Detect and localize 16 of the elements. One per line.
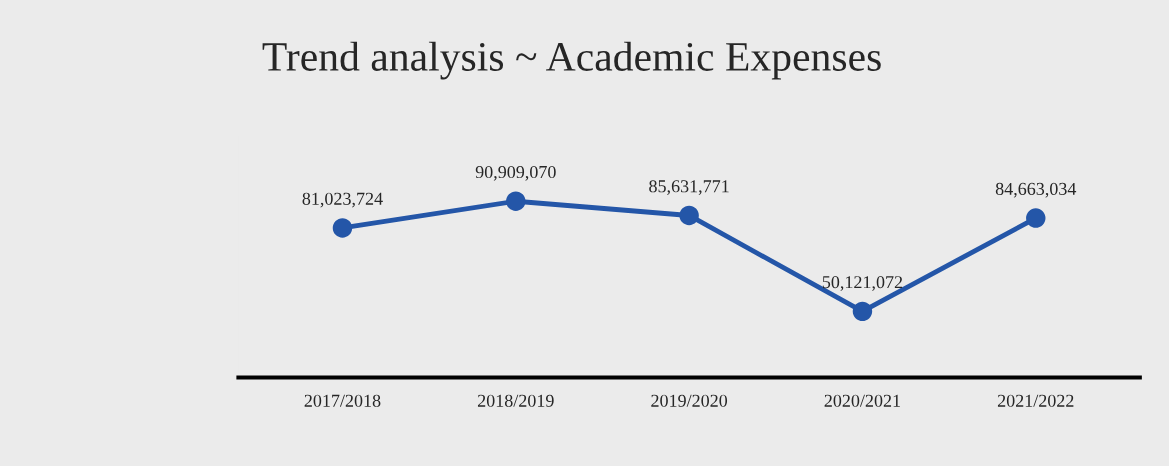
x-tick-label: 2017/2018 <box>304 394 381 407</box>
point <box>679 205 699 226</box>
data-label: 84,663,034 <box>995 182 1077 198</box>
chart-title: Trend analysis ~ Academic Expenses <box>262 41 881 80</box>
point <box>506 191 526 211</box>
x-tick-label: 2020/2021 <box>824 394 900 407</box>
data-label: 90,909,070 <box>475 165 556 181</box>
point <box>332 218 353 238</box>
x-tick-label: 2018/2019 <box>477 394 554 407</box>
data-label: 85,631,771 <box>649 180 729 195</box>
x-tick-label: 2021/2022 <box>997 394 1074 407</box>
data-label: 81,023,724 <box>302 192 383 208</box>
data-label: 50,121,072 <box>822 276 903 291</box>
x-tick-label: 2019/2020 <box>651 394 728 407</box>
point <box>1026 208 1046 228</box>
point <box>852 301 873 322</box>
